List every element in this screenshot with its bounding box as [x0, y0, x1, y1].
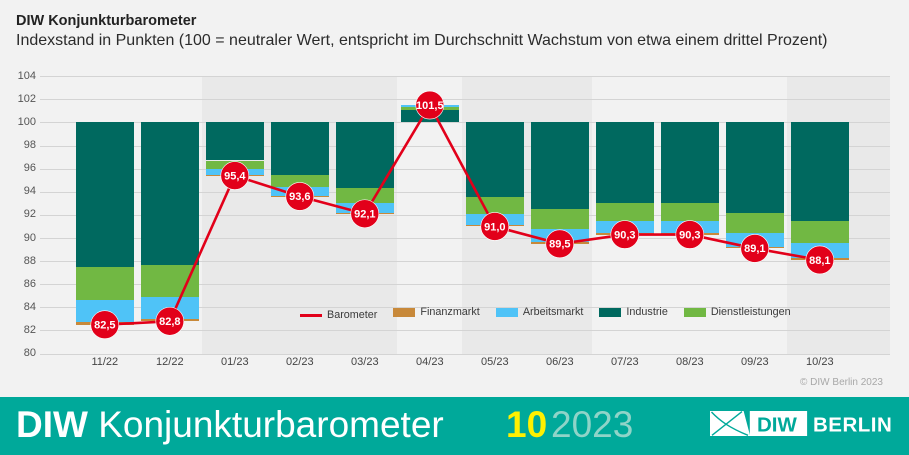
- svg-text:101,5: 101,5: [416, 100, 444, 112]
- svg-text:92,1: 92,1: [354, 209, 375, 221]
- svg-text:93,6: 93,6: [289, 191, 310, 203]
- svg-text:BERLIN: BERLIN: [813, 413, 891, 436]
- svg-text:89,5: 89,5: [549, 239, 570, 251]
- svg-text:95,4: 95,4: [224, 170, 246, 182]
- svg-text:89,1: 89,1: [744, 243, 765, 255]
- svg-text:82,8: 82,8: [159, 316, 180, 328]
- svg-text:88,1: 88,1: [809, 255, 830, 267]
- svg-text:90,3: 90,3: [679, 229, 700, 241]
- svg-text:82,5: 82,5: [94, 320, 115, 332]
- svg-text:DIW: DIW: [757, 413, 798, 436]
- svg-text:91,0: 91,0: [484, 221, 505, 233]
- svg-text:90,3: 90,3: [614, 229, 635, 241]
